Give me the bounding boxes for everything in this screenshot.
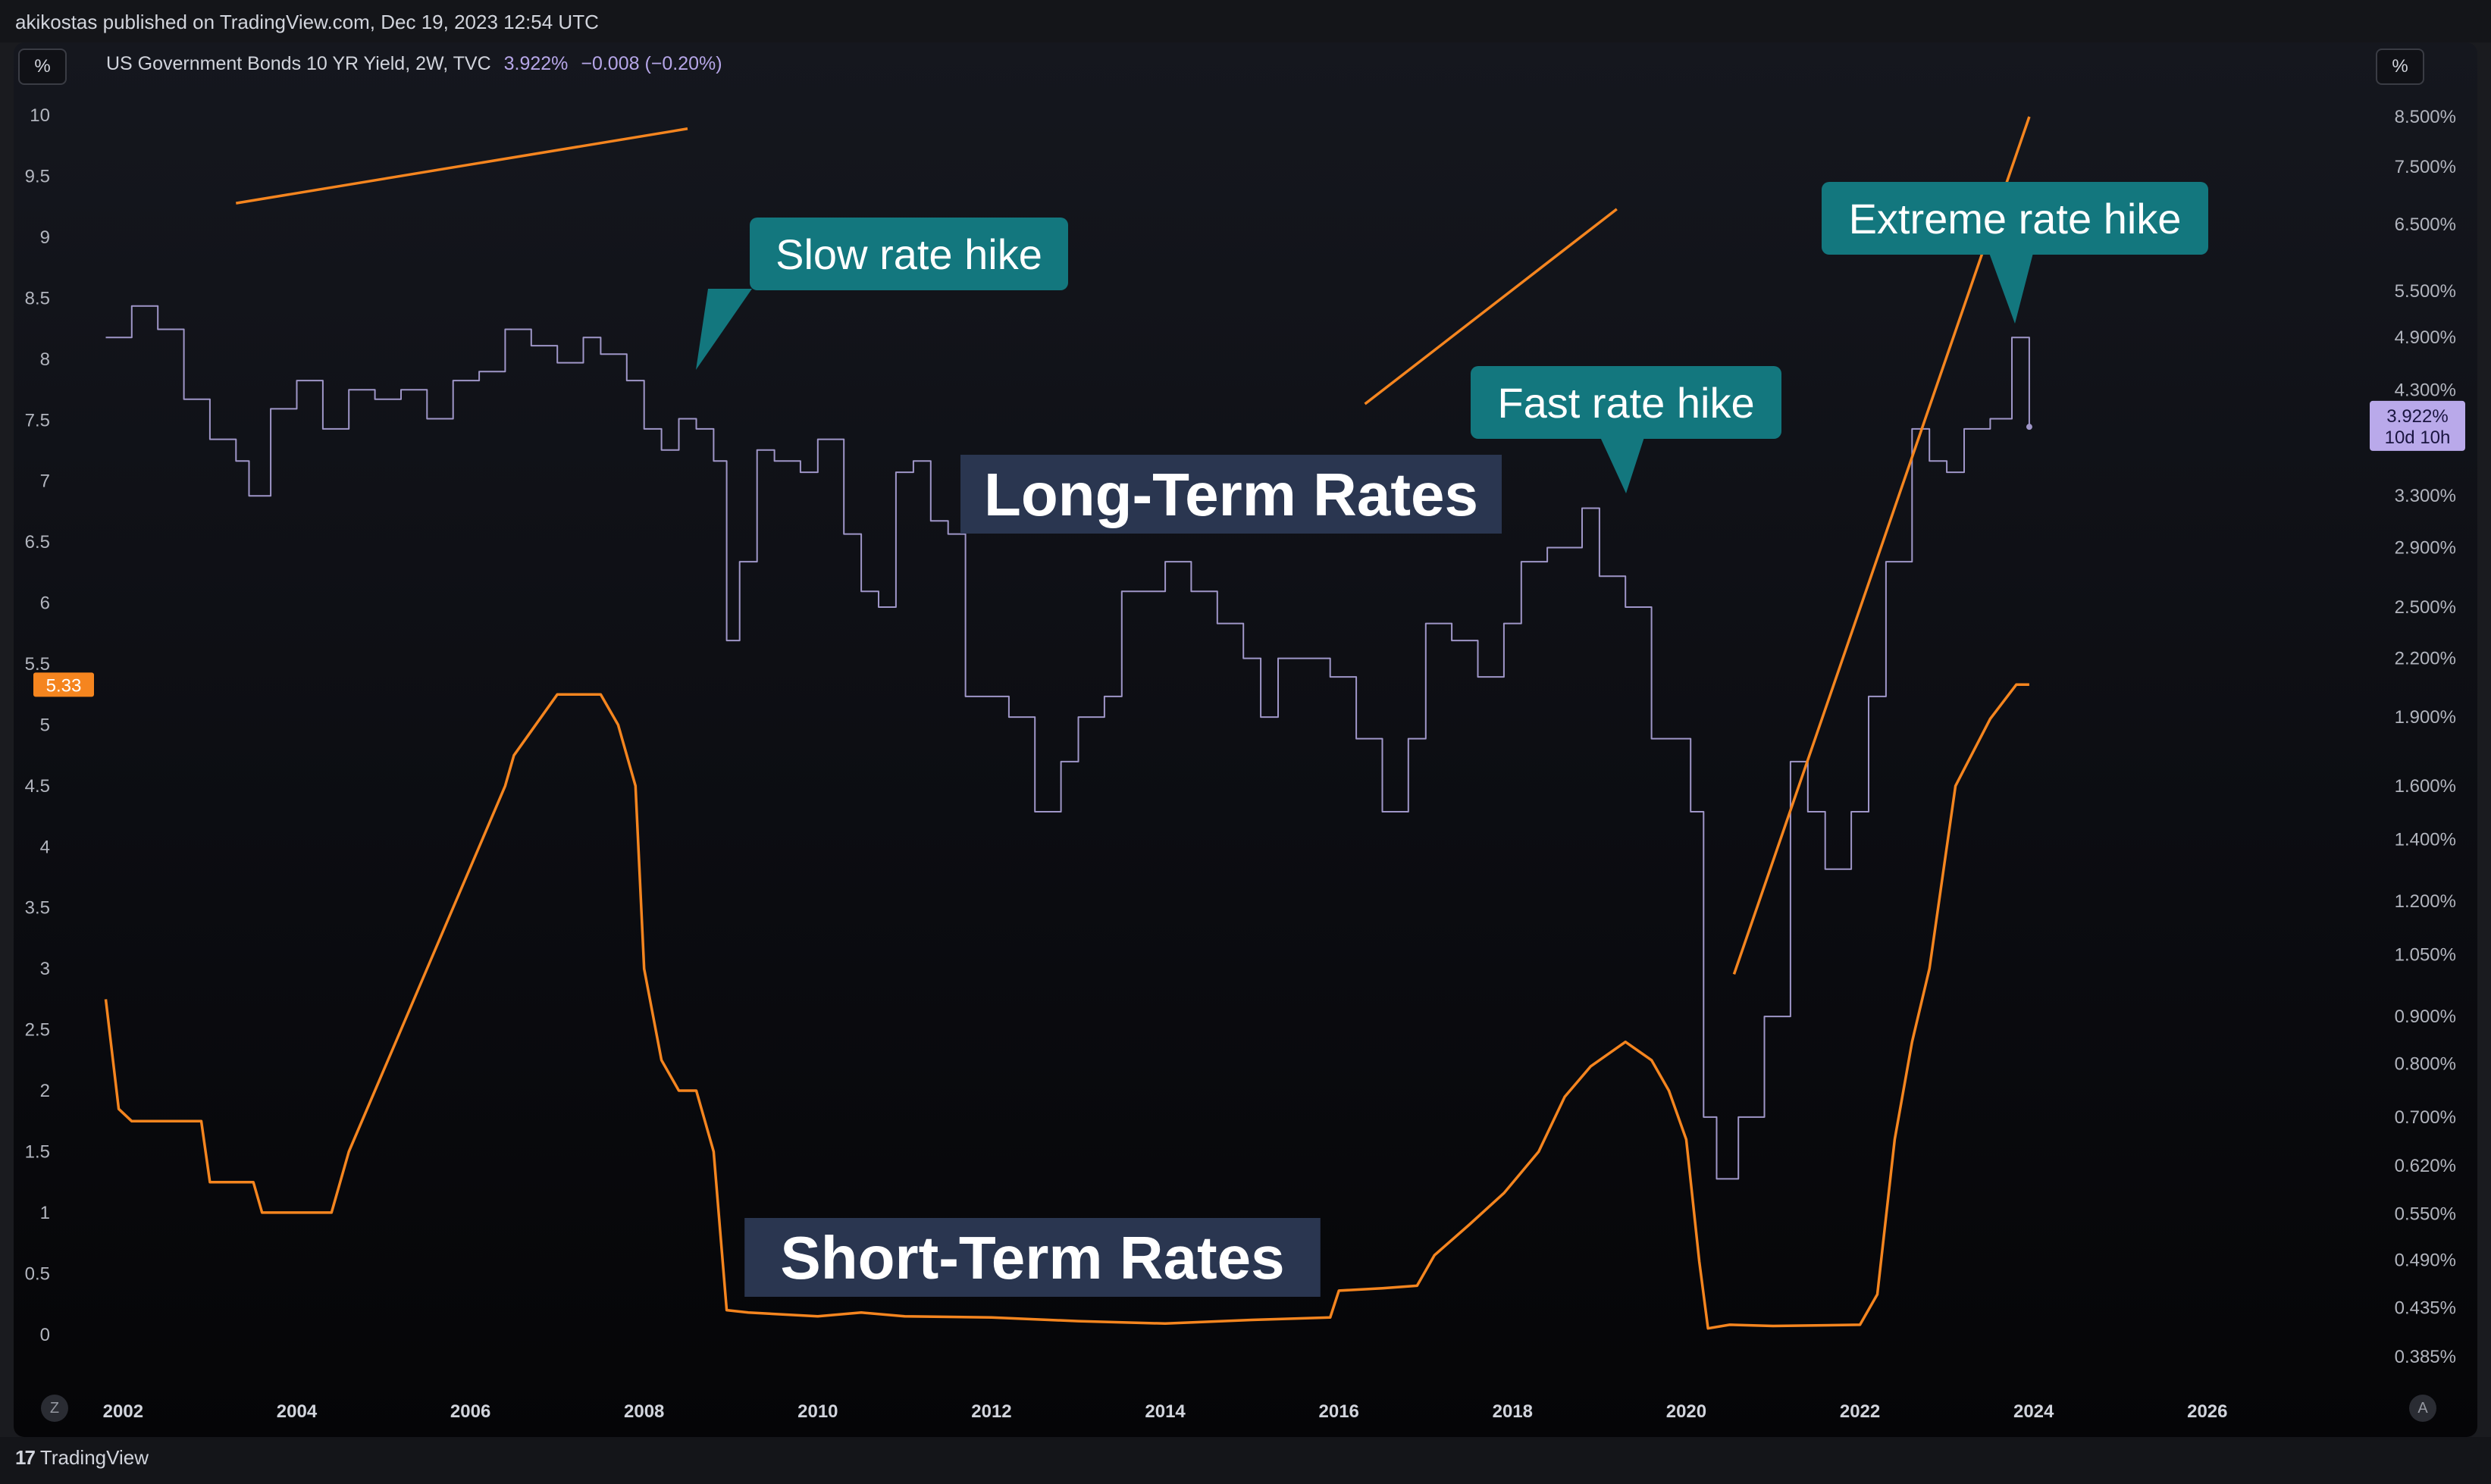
- left-axis-tick-label: 0.5: [25, 1263, 50, 1284]
- right-axis-tick-label: 0.900%: [2395, 1007, 2456, 1027]
- callout-pointer: [1600, 437, 1644, 493]
- left-axis-tick-label: 2.5: [25, 1020, 50, 1041]
- right-axis-tick-label: 1.600%: [2395, 776, 2456, 797]
- left-axis-tick-label: 9.5: [25, 167, 50, 187]
- left-axis-tick-label: 10: [30, 105, 50, 126]
- short-rate-text: 5.33: [46, 675, 82, 696]
- callout-pointer: [696, 289, 752, 370]
- left-axis-tick-label: 7.5: [25, 410, 50, 430]
- right-axis-tick-label: 0.435%: [2395, 1298, 2456, 1318]
- callout-box[interactable]: [750, 218, 1068, 290]
- tradingview-logo[interactable]: 17 TradingView: [15, 1446, 149, 1470]
- legend-symbol: US Government Bonds 10 YR Yield, 2W, TVC: [106, 53, 491, 74]
- callout-text: Slow rate hike: [776, 230, 1042, 278]
- x-axis-tick-label: 2024: [2013, 1401, 2054, 1422]
- right-axis-tick-label: 3.300%: [2395, 486, 2456, 506]
- right-axis-tick-label: 5.500%: [2395, 281, 2456, 302]
- right-axis-tick-label: 1.050%: [2395, 945, 2456, 966]
- series-label-box[interactable]: [960, 455, 1502, 534]
- left-scale-unit-button[interactable]: %: [18, 49, 67, 85]
- right-axis-tick-label: 4.300%: [2395, 380, 2456, 400]
- short-rate-tag: [33, 672, 94, 697]
- left-axis-tick-label: 6: [40, 593, 50, 614]
- left-axis-tick-label: 6.5: [25, 532, 50, 553]
- chart-canvas[interactable]: 10 9.5 9 8.5 8 7.5 7 6.5 6 5.5 5 4.5 4 3.5 3 2.5 2 1.5 1 0.…: [14, 42, 2477, 1437]
- x-axis-tick-label: 2016: [1319, 1401, 1359, 1422]
- x-axis-tick-label: 2026: [2187, 1401, 2227, 1422]
- right-axis-tick-label: 0.550%: [2395, 1204, 2456, 1224]
- x-axis-tick-label: 2020: [1666, 1401, 1706, 1422]
- left-axis-tick-label: 7: [40, 471, 50, 492]
- trend-line[interactable]: [1732, 116, 2031, 975]
- left-axis-tick-label: 5: [40, 715, 50, 735]
- right-axis-tick-label: 2.200%: [2395, 649, 2456, 669]
- x-axis-tick-label: 2010: [797, 1401, 838, 1422]
- auto-scale-button[interactable]: A: [2409, 1395, 2436, 1422]
- right-axis-tick-label: 0.800%: [2395, 1054, 2456, 1074]
- left-axis-tick-label: 1.5: [25, 1141, 50, 1162]
- left-axis-tick-label: 8.5: [25, 288, 50, 308]
- short-term-rate-line[interactable]: [104, 683, 2029, 1330]
- right-axis-tick-label: 2.900%: [2395, 538, 2456, 559]
- right-axis-tick-label: 1.900%: [2395, 707, 2456, 728]
- trend-line[interactable]: [236, 127, 688, 205]
- right-axis-tick-label: 1.200%: [2395, 891, 2456, 912]
- last-price-text: 3.922%: [2386, 406, 2448, 427]
- right-axis-tick-label: 0.490%: [2395, 1251, 2456, 1271]
- right-axis-tick-label: 8.500%: [2395, 107, 2456, 127]
- callout-box[interactable]: [1471, 366, 1781, 439]
- x-axis-tick-label: 2002: [103, 1401, 143, 1422]
- x-axis-tick-label: 2014: [1145, 1401, 1186, 1422]
- right-axis-tick-label: 6.500%: [2395, 214, 2456, 235]
- right-axis-tick-label: 0.700%: [2395, 1107, 2456, 1128]
- series-label-box[interactable]: [744, 1218, 1321, 1297]
- series-label-text: Short-Term Rates: [780, 1224, 1284, 1291]
- series-label-text: Long-Term Rates: [984, 461, 1478, 528]
- tradingview-icon: 17: [15, 1446, 36, 1469]
- last-value-dot: [2026, 424, 2032, 430]
- trend-line[interactable]: [1364, 208, 1618, 405]
- left-axis-tick-label: 4: [40, 837, 50, 857]
- left-axis-tick-label: 4.5: [25, 776, 50, 797]
- chart-panel[interactable]: 10 9.5 9 8.5 8 7.5 7 6.5 6 5.5 5 4.5 4 3.5 3 2.5 2 1.5 1 0.…: [14, 42, 2477, 1437]
- x-axis-tick-label: 2012: [971, 1401, 1011, 1422]
- x-axis-tick-label: 2004: [277, 1401, 318, 1422]
- left-axis-tick-label: 9: [40, 227, 50, 248]
- series-legend[interactable]: US Government Bonds 10 YR Yield, 2W, TVC…: [106, 53, 722, 75]
- right-axis-tick-label: 2.500%: [2395, 597, 2456, 618]
- publisher-byline: akikostas published on TradingView.com, …: [15, 11, 599, 33]
- footer-bar: [0, 1437, 2491, 1484]
- last-price-countdown: 10d 10h: [2385, 427, 2451, 448]
- right-axis-tick-label: 0.385%: [2395, 1347, 2456, 1367]
- x-axis-tick-label: 2018: [1493, 1401, 1533, 1422]
- legend-change: −0.008 (−0.20%): [581, 53, 722, 74]
- brand-name: TradingView: [39, 1446, 149, 1469]
- x-axis-tick-label: 2008: [624, 1401, 664, 1422]
- legend-last-value: 3.922%: [503, 53, 569, 74]
- right-axis-tick-label: 1.400%: [2395, 829, 2456, 850]
- callout-text: Extreme rate hike: [1849, 195, 2182, 243]
- left-axis-tick-label: 0: [40, 1325, 50, 1345]
- x-axis-tick-label: 2022: [1840, 1401, 1880, 1422]
- long-term-yield-line[interactable]: [105, 305, 2030, 1180]
- callout-pointer: [1989, 253, 2033, 324]
- left-axis-tick-label: 2: [40, 1081, 50, 1101]
- right-scale-unit-button[interactable]: %: [2376, 49, 2424, 85]
- top-bar: akikostas published on TradingView.com, …: [0, 0, 2491, 42]
- left-axis-tick-label: 5.5: [25, 654, 50, 675]
- callout-text: Fast rate hike: [1497, 379, 1754, 427]
- right-axis-tick-label: 0.620%: [2395, 1156, 2456, 1176]
- callout-box[interactable]: [1822, 182, 2208, 255]
- last-price-tag: [2370, 400, 2465, 451]
- left-axis-tick-label: 1: [40, 1203, 50, 1223]
- right-axis-tick-label: 7.500%: [2395, 157, 2456, 177]
- left-axis-tick-label: 3: [40, 959, 50, 979]
- right-axis-tick-label: 4.900%: [2395, 327, 2456, 348]
- x-axis-tick-label: 2006: [450, 1401, 490, 1422]
- left-axis-tick-label: 8: [40, 349, 50, 370]
- left-axis-tick-label: 3.5: [25, 898, 50, 919]
- zoom-button[interactable]: Z: [41, 1395, 68, 1422]
